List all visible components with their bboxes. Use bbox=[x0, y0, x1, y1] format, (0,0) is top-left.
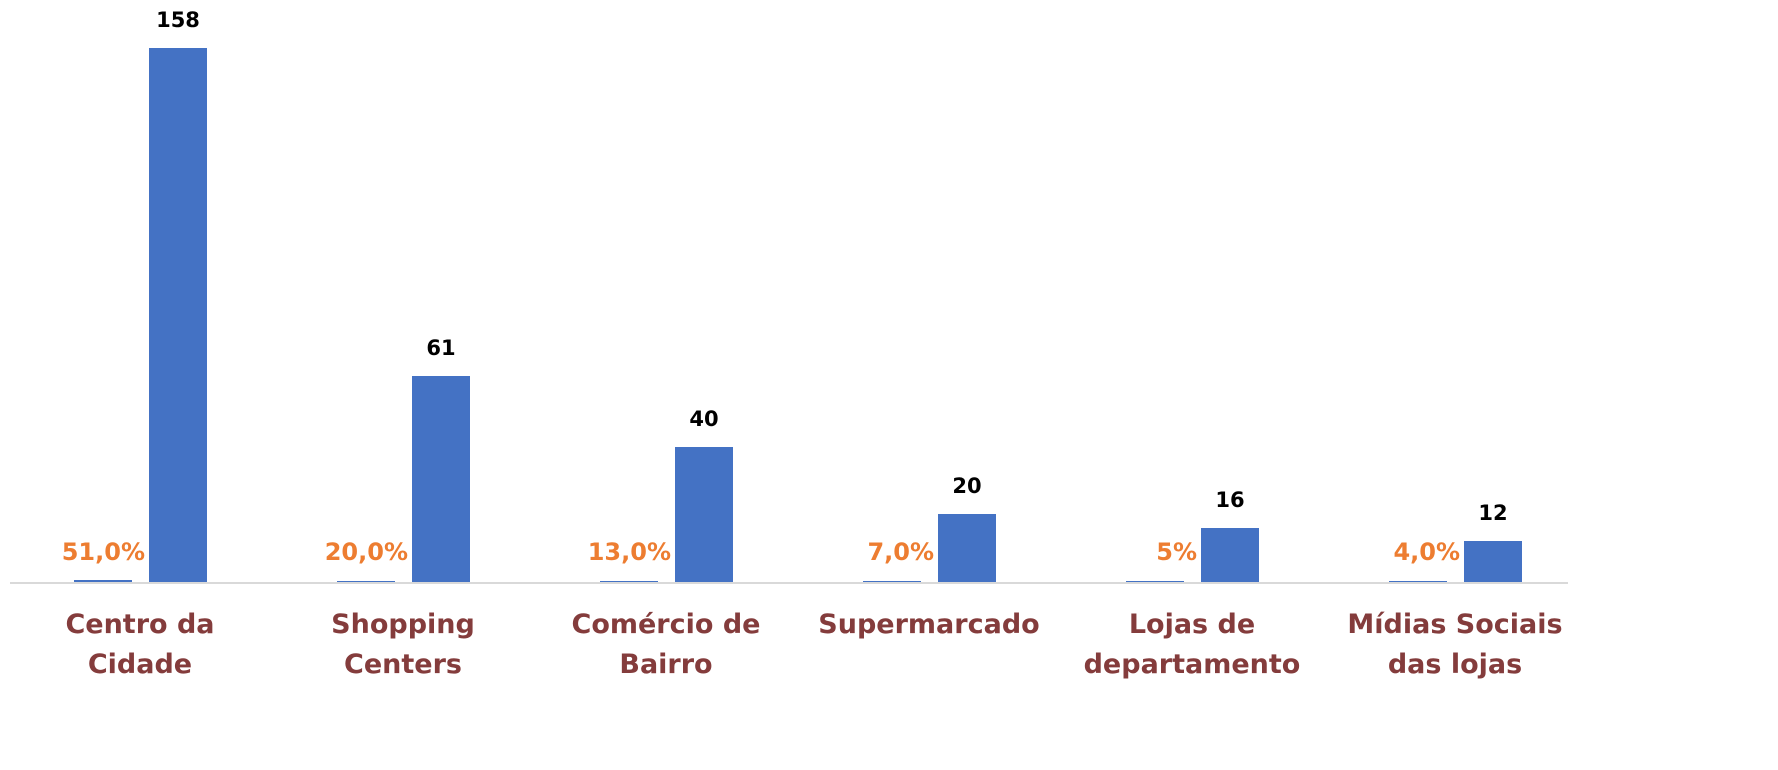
category-label: Shopping Centers bbox=[331, 609, 475, 680]
bar bbox=[1464, 541, 1522, 582]
value-label: 16 bbox=[1215, 487, 1245, 512]
baseline bbox=[10, 582, 1568, 584]
share-label: 13,0% bbox=[587, 538, 671, 566]
share-label: 51,0% bbox=[61, 538, 145, 566]
bar bbox=[675, 446, 733, 582]
share-bar bbox=[1126, 581, 1184, 582]
share-label: 4,0% bbox=[1393, 538, 1460, 566]
value-label: 20 bbox=[952, 474, 982, 499]
share-label: 7,0% bbox=[867, 538, 934, 566]
value-label: 61 bbox=[426, 335, 456, 360]
share-bar bbox=[1389, 581, 1447, 582]
value-label: 40 bbox=[689, 406, 719, 431]
share-bar bbox=[74, 580, 132, 582]
share-bar bbox=[863, 581, 921, 582]
bar bbox=[1201, 527, 1259, 582]
category-label: Mídias Sociais das lojas bbox=[1347, 609, 1563, 680]
category-label: Centro da Cidade bbox=[65, 609, 215, 680]
bar bbox=[149, 48, 207, 582]
share-label: 5% bbox=[1156, 538, 1197, 566]
value-label: 12 bbox=[1478, 501, 1508, 526]
category-label: Lojas de departamento bbox=[1083, 609, 1301, 680]
value-label: 158 bbox=[156, 8, 200, 32]
bar bbox=[938, 514, 996, 582]
category-label: Supermarcado bbox=[818, 609, 1040, 640]
share-bar bbox=[337, 581, 395, 582]
share-label: 20,0% bbox=[324, 538, 408, 566]
category-label: Comércio de Bairro bbox=[571, 609, 761, 680]
share-bar bbox=[600, 581, 658, 582]
bar bbox=[412, 375, 470, 582]
